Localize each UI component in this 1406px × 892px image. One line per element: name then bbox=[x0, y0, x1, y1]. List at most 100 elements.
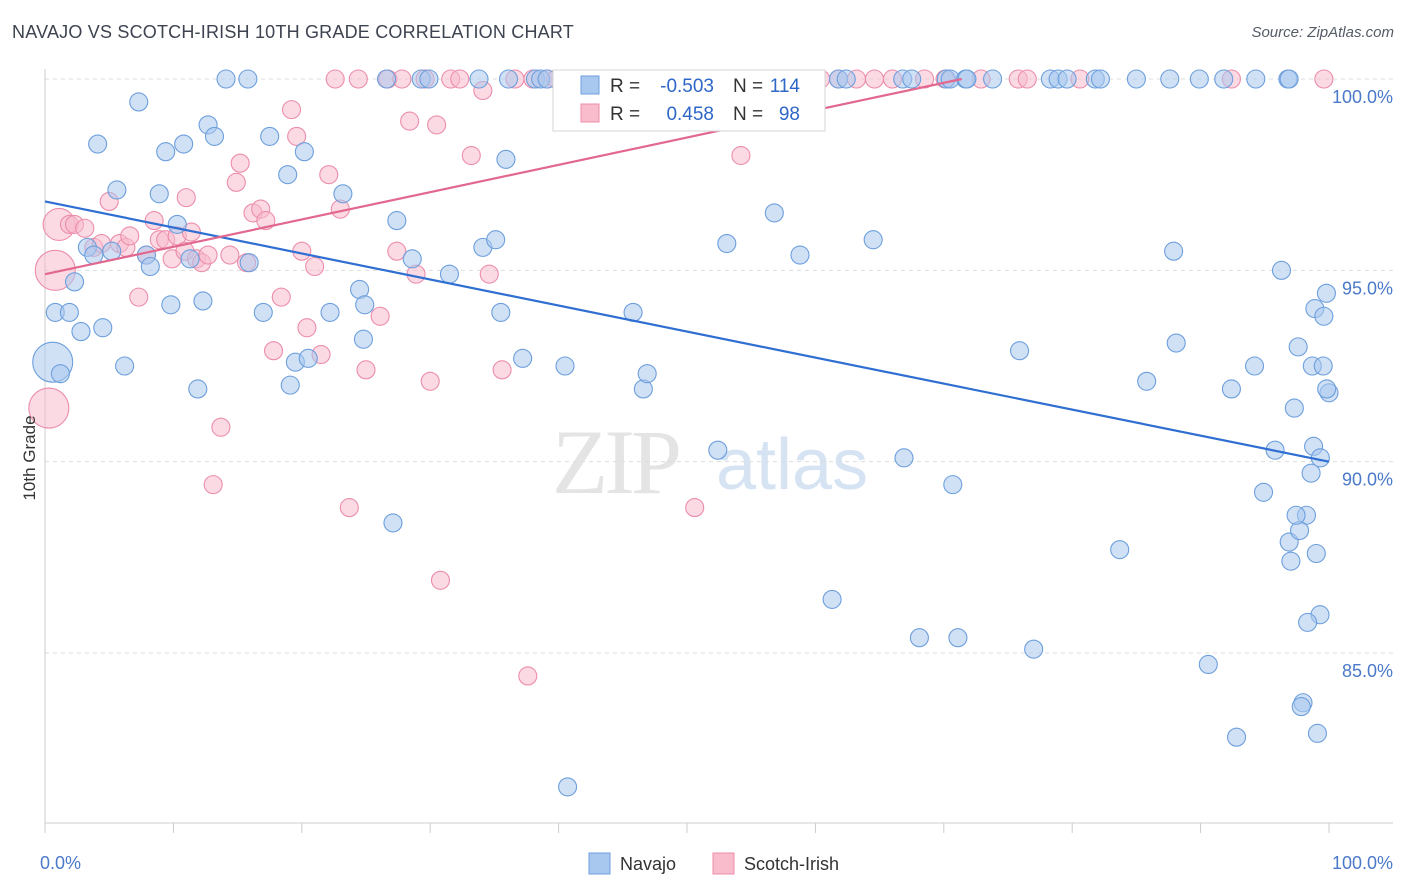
navajo-point bbox=[486, 230, 506, 250]
navajo-point bbox=[253, 302, 273, 322]
navajo-point bbox=[93, 318, 113, 338]
navajo-point bbox=[513, 348, 533, 368]
navajo-point bbox=[717, 233, 737, 254]
navajo-point bbox=[1279, 69, 1299, 89]
scotch-irish-point bbox=[230, 153, 250, 173]
navajo-point bbox=[1286, 505, 1306, 525]
navajo-point bbox=[1284, 398, 1304, 418]
navajo-point bbox=[115, 356, 135, 376]
navajo-point bbox=[496, 149, 516, 169]
bottom-legend-scotch: Scotch-Irish bbox=[744, 854, 839, 874]
navajo-point bbox=[1291, 697, 1311, 717]
navajo-point bbox=[1253, 482, 1274, 502]
navajo-point bbox=[419, 69, 439, 89]
y-tick-label: 100.0% bbox=[1332, 87, 1393, 107]
navajo-point bbox=[238, 69, 258, 89]
navajo-point bbox=[239, 253, 259, 273]
navajo-point bbox=[948, 628, 968, 648]
y-tick-label: 90.0% bbox=[1342, 470, 1393, 490]
navajo-point bbox=[863, 230, 883, 250]
navajo-point bbox=[1288, 337, 1308, 357]
navajo-point bbox=[909, 628, 929, 648]
navajo-point bbox=[1244, 356, 1265, 376]
scotch-irish-point bbox=[339, 498, 359, 518]
navajo-point bbox=[1316, 283, 1336, 303]
scotch-irish-point bbox=[319, 165, 339, 185]
navajo-point bbox=[278, 165, 298, 185]
navajo-point bbox=[188, 379, 208, 399]
navajo-point bbox=[894, 448, 914, 468]
scotch-irish-point bbox=[348, 69, 368, 89]
scotch-irish-point bbox=[685, 498, 705, 518]
scotch-irish-point bbox=[281, 100, 302, 120]
navajo-point bbox=[1198, 654, 1218, 675]
legend-r-label-scotch: R = bbox=[610, 104, 640, 125]
navajo-point bbox=[1307, 723, 1327, 743]
y-tick-label: 85.0% bbox=[1342, 661, 1393, 681]
legend-n-value-scotch: 98 bbox=[779, 104, 800, 125]
navajo-point bbox=[280, 375, 300, 395]
navajo-point bbox=[790, 245, 810, 265]
navajo-point bbox=[216, 69, 236, 89]
watermark-atlas: atlas bbox=[716, 425, 868, 505]
navajo-point bbox=[59, 302, 79, 322]
scotch-irish-point bbox=[731, 145, 751, 166]
navajo-point bbox=[1090, 69, 1110, 89]
navajo-point bbox=[260, 126, 280, 146]
navajo-point bbox=[193, 291, 213, 311]
scotch-irish-point bbox=[864, 69, 885, 89]
navajo-point bbox=[1010, 341, 1030, 361]
navajo-point bbox=[180, 249, 200, 269]
scotch-irish-point bbox=[75, 218, 95, 238]
x-tick-label-min: 0.0% bbox=[40, 853, 81, 873]
navajo-point bbox=[353, 329, 373, 349]
legend-swatch-navajo bbox=[580, 75, 600, 95]
scotch-irish-point bbox=[226, 172, 246, 192]
navajo-point bbox=[383, 513, 403, 533]
legend-n-label-navajo: N = bbox=[733, 76, 763, 97]
navajo-point bbox=[64, 272, 85, 292]
navajo-point bbox=[943, 475, 963, 495]
navajo-trend-line bbox=[44, 200, 1330, 463]
navajo-point bbox=[764, 203, 784, 223]
navajo-point bbox=[1057, 69, 1077, 89]
navajo-point bbox=[333, 184, 353, 204]
navajo-point bbox=[1214, 69, 1234, 89]
navajo-point bbox=[1110, 540, 1130, 560]
navajo-point bbox=[88, 134, 108, 154]
scotch-irish-point bbox=[1017, 69, 1037, 89]
navajo-point bbox=[161, 295, 181, 315]
navajo-point bbox=[149, 184, 169, 204]
navajo-point bbox=[129, 92, 149, 112]
navajo-point bbox=[50, 364, 70, 384]
navajo-point bbox=[71, 322, 91, 342]
navajo-point bbox=[1281, 551, 1301, 571]
navajo-point bbox=[1313, 356, 1333, 376]
navajo-point bbox=[708, 440, 728, 460]
navajo-point bbox=[1246, 69, 1266, 89]
scotch-irish-point bbox=[479, 264, 499, 284]
navajo-point bbox=[174, 134, 194, 154]
navajo-point bbox=[1024, 639, 1044, 659]
navajo-point bbox=[204, 126, 225, 146]
navajo-point bbox=[402, 249, 422, 269]
navajo-point bbox=[294, 142, 314, 162]
navajo-point bbox=[439, 264, 460, 284]
navajo-point bbox=[1221, 379, 1241, 399]
scotch-irish-point bbox=[220, 245, 240, 265]
navajo-point bbox=[1298, 612, 1318, 632]
series-legend: Navajo Scotch-Irish bbox=[588, 852, 839, 875]
navajo-point bbox=[1301, 463, 1321, 483]
navajo-point bbox=[1160, 69, 1180, 89]
scotch-irish-point bbox=[325, 69, 345, 89]
scotch-irish-point bbox=[356, 360, 376, 380]
scotch-irish-point bbox=[28, 387, 70, 429]
scotch-irish-point bbox=[461, 145, 481, 166]
legend-r-value-navajo: -0.503 bbox=[660, 76, 714, 97]
scotch-irish-point bbox=[211, 417, 231, 437]
legend-swatch-scotch bbox=[580, 103, 600, 123]
series-scotch-irish bbox=[28, 69, 1334, 686]
navajo-point bbox=[1227, 727, 1247, 747]
navajo-point bbox=[983, 69, 1003, 89]
